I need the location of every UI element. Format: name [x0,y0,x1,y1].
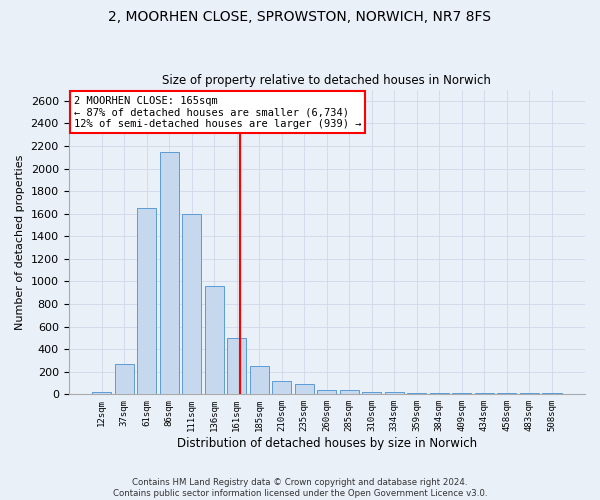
Bar [115,364,134,394]
Bar [227,338,246,394]
Bar [407,393,427,394]
Text: Contains HM Land Registry data © Crown copyright and database right 2024.
Contai: Contains HM Land Registry data © Crown c… [113,478,487,498]
Bar [205,286,224,395]
Text: 2, MOORHEN CLOSE, SPROWSTON, NORWICH, NR7 8FS: 2, MOORHEN CLOSE, SPROWSTON, NORWICH, NR… [109,10,491,24]
Bar [362,392,382,394]
Text: 2 MOORHEN CLOSE: 165sqm
← 87% of detached houses are smaller (6,734)
12% of semi: 2 MOORHEN CLOSE: 165sqm ← 87% of detache… [74,96,361,129]
Bar [385,392,404,394]
Bar [295,384,314,394]
Bar [317,390,337,394]
Title: Size of property relative to detached houses in Norwich: Size of property relative to detached ho… [163,74,491,87]
Bar [272,382,291,394]
Bar [160,152,179,394]
Bar [182,214,201,394]
Bar [452,392,472,394]
Bar [92,392,111,394]
Y-axis label: Number of detached properties: Number of detached properties [15,154,25,330]
Bar [250,366,269,394]
X-axis label: Distribution of detached houses by size in Norwich: Distribution of detached houses by size … [177,437,477,450]
Bar [340,390,359,394]
Bar [137,208,156,394]
